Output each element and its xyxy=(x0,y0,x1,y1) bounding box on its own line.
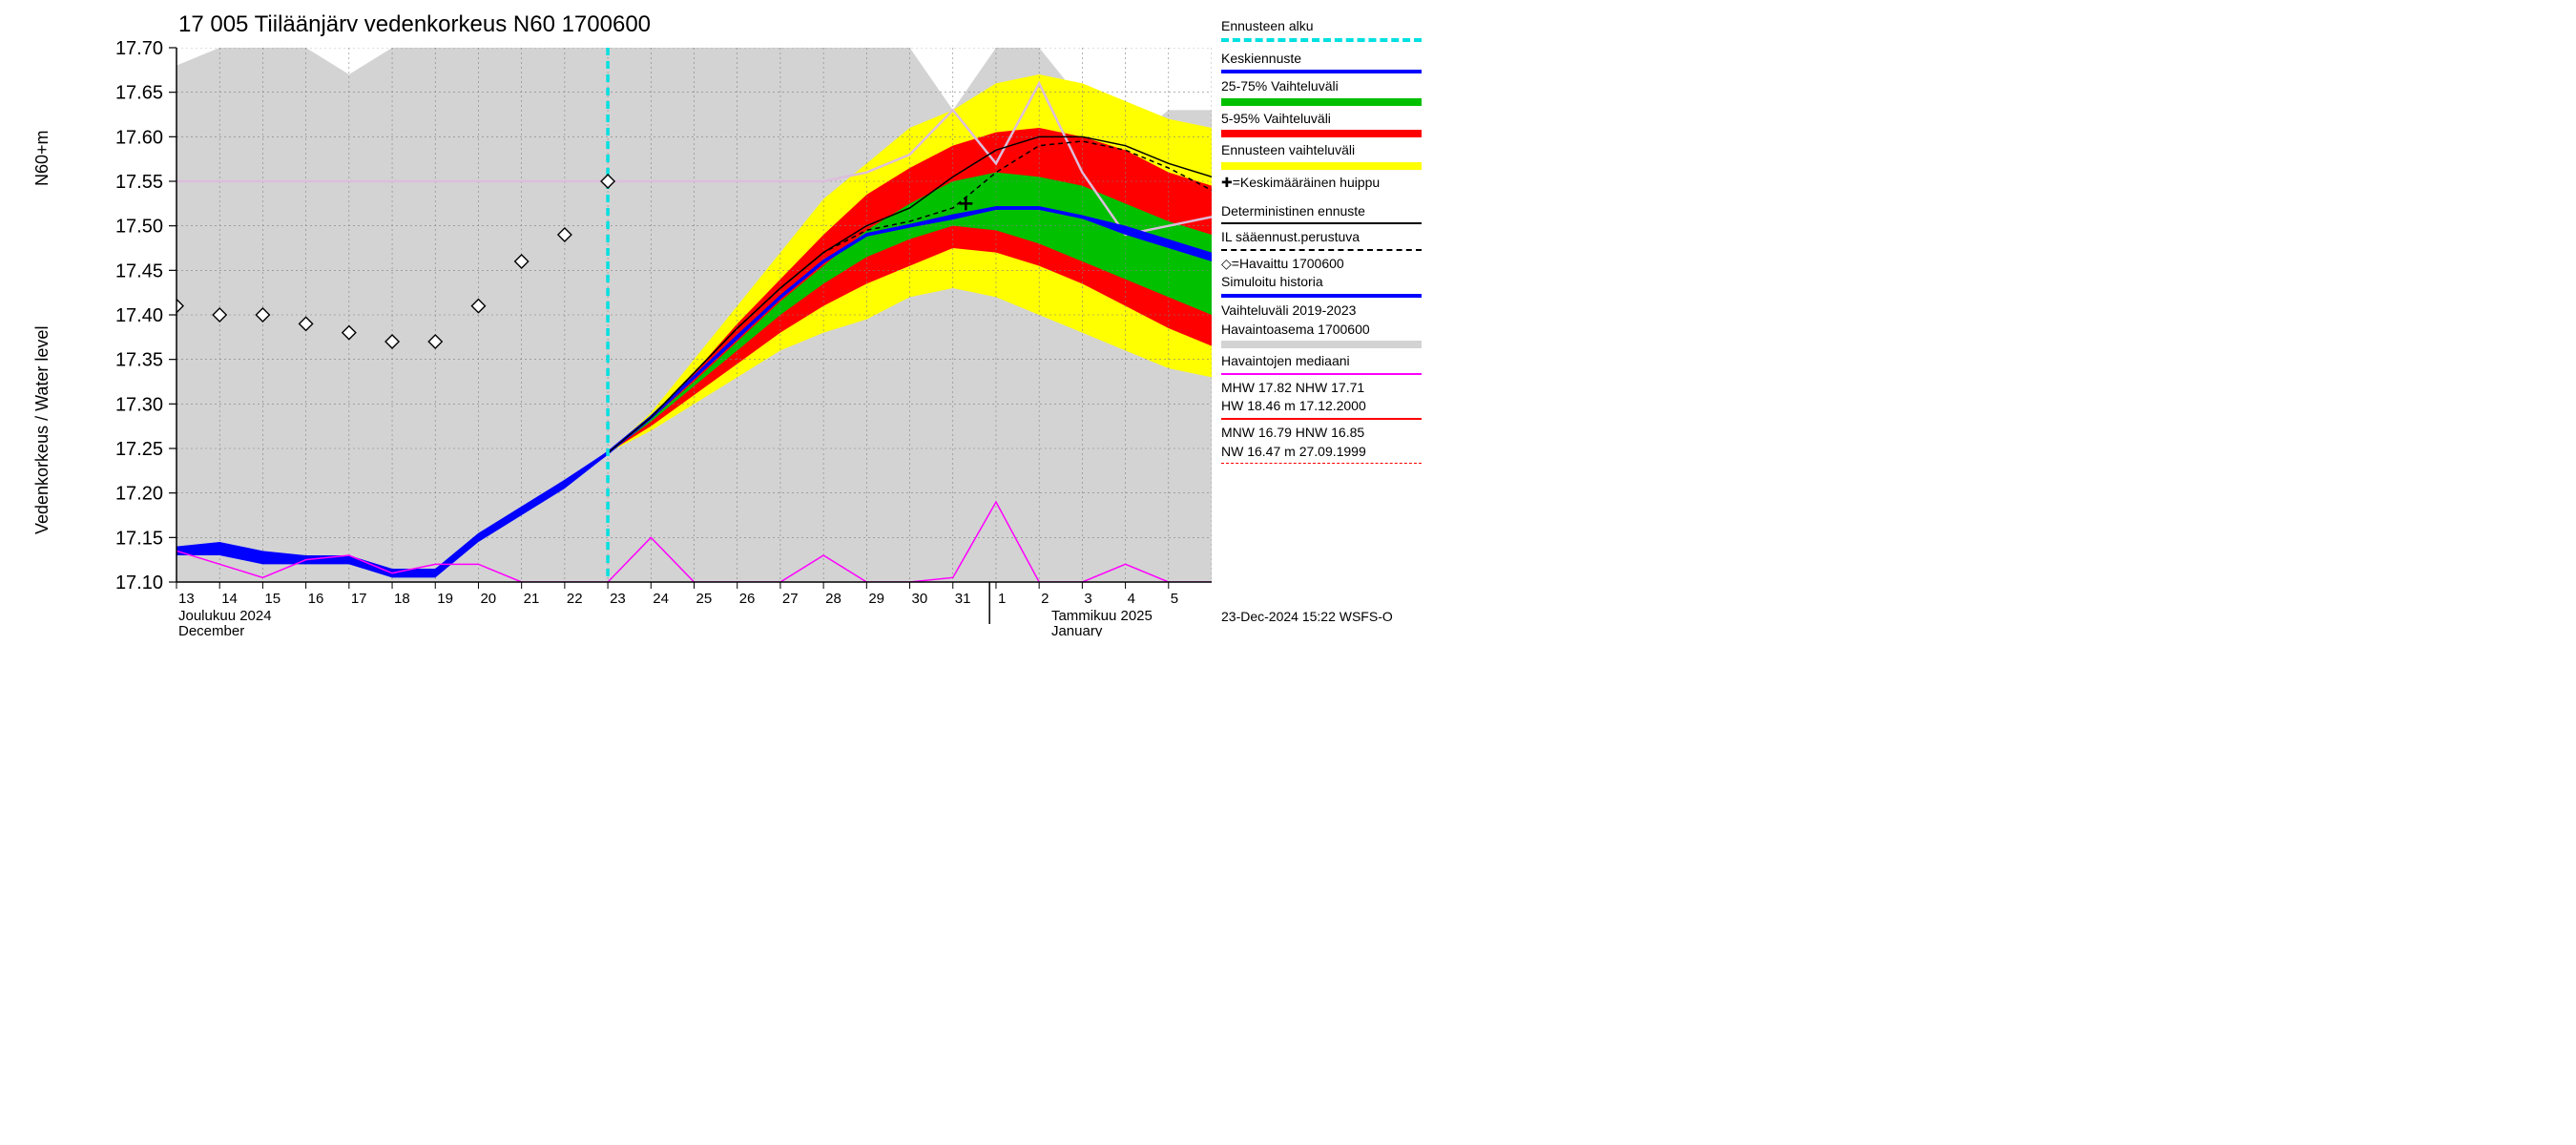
svg-text:15: 15 xyxy=(264,591,280,607)
svg-text:20: 20 xyxy=(480,591,496,607)
legend-item: ✚=Keskimääräinen huippu xyxy=(1221,174,1422,193)
timestamp: 23-Dec-2024 15:22 WSFS-O xyxy=(1221,609,1393,624)
svg-text:17.65: 17.65 xyxy=(115,83,163,104)
legend-item: Havaintojen mediaani xyxy=(1221,352,1422,375)
y-axis-label-2: N60+m xyxy=(32,130,52,186)
legend-item: Havaintoasema 1700600 xyxy=(1221,321,1422,349)
legend-item: 25-75% Vaihteluväli xyxy=(1221,77,1422,106)
svg-text:22: 22 xyxy=(567,591,583,607)
chart-title: 17 005 Tiiläänjärv vedenkorkeus N60 1700… xyxy=(178,11,651,38)
legend-item: Ennusteen alku xyxy=(1221,17,1422,46)
svg-text:13: 13 xyxy=(178,591,195,607)
svg-text:14: 14 xyxy=(221,591,238,607)
svg-text:17.35: 17.35 xyxy=(115,350,163,371)
svg-text:17.10: 17.10 xyxy=(115,572,163,593)
svg-text:29: 29 xyxy=(868,591,884,607)
svg-text:17.20: 17.20 xyxy=(115,484,163,505)
legend-stat: MNW 16.79 HNW 16.85 xyxy=(1221,424,1422,443)
legend-item: Simuloitu historia xyxy=(1221,273,1422,298)
svg-text:17.70: 17.70 xyxy=(115,38,163,59)
svg-text:16: 16 xyxy=(308,591,324,607)
svg-text:17.50: 17.50 xyxy=(115,217,163,238)
svg-text:23: 23 xyxy=(610,591,626,607)
svg-text:25: 25 xyxy=(696,591,713,607)
svg-text:21: 21 xyxy=(524,591,540,607)
svg-text:5: 5 xyxy=(1171,591,1178,607)
y-axis-label-1: Vedenkorkeus / Water level xyxy=(32,326,52,534)
svg-text:17.40: 17.40 xyxy=(115,305,163,326)
svg-text:17.25: 17.25 xyxy=(115,439,163,460)
svg-text:28: 28 xyxy=(825,591,841,607)
legend-item: 5-95% Vaihteluväli xyxy=(1221,110,1422,138)
svg-text:December: December xyxy=(178,623,244,636)
svg-text:2: 2 xyxy=(1041,591,1049,607)
legend-item: Ennusteen vaihteluväli xyxy=(1221,141,1422,170)
svg-text:3: 3 xyxy=(1084,591,1091,607)
legend-item: Keskiennuste xyxy=(1221,50,1422,74)
legend-item: Vaihteluväli 2019-2023 xyxy=(1221,302,1422,321)
legend-item: Deterministinen ennuste xyxy=(1221,202,1422,225)
legend-stat: HW 18.46 m 17.12.2000 xyxy=(1221,397,1422,420)
svg-text:24: 24 xyxy=(653,591,669,607)
legend-item: IL sääennust.perustuva xyxy=(1221,228,1422,251)
svg-text:Tammikuu 2025: Tammikuu 2025 xyxy=(1051,608,1153,624)
svg-text:January: January xyxy=(1051,623,1103,636)
svg-text:18: 18 xyxy=(394,591,410,607)
legend-stat: NW 16.47 m 27.09.1999 xyxy=(1221,443,1422,465)
svg-text:17.60: 17.60 xyxy=(115,127,163,148)
svg-text:1: 1 xyxy=(998,591,1006,607)
svg-text:17.55: 17.55 xyxy=(115,172,163,193)
svg-text:19: 19 xyxy=(437,591,453,607)
svg-text:Joulukuu 2024: Joulukuu 2024 xyxy=(178,608,272,624)
svg-text:30: 30 xyxy=(912,591,928,607)
svg-text:27: 27 xyxy=(782,591,799,607)
legend-item: ◇=Havaittu 1700600 xyxy=(1221,255,1422,274)
svg-text:31: 31 xyxy=(955,591,971,607)
legend: Ennusteen alku Keskiennuste 25-75% Vaiht… xyxy=(1221,17,1422,468)
svg-text:17.15: 17.15 xyxy=(115,528,163,549)
legend-stat: MHW 17.82 NHW 17.71 xyxy=(1221,379,1422,398)
svg-text:17: 17 xyxy=(351,591,367,607)
svg-text:17.30: 17.30 xyxy=(115,394,163,415)
svg-text:17.45: 17.45 xyxy=(115,260,163,281)
svg-text:26: 26 xyxy=(739,591,756,607)
svg-text:4: 4 xyxy=(1128,591,1135,607)
plot-area: 17.10 17.15 17.20 17.25 17.30 17.35 17.40 17.45… xyxy=(0,0,1431,636)
chart-container: { "chart": { "type": "line-band-forecast… xyxy=(0,0,1431,636)
